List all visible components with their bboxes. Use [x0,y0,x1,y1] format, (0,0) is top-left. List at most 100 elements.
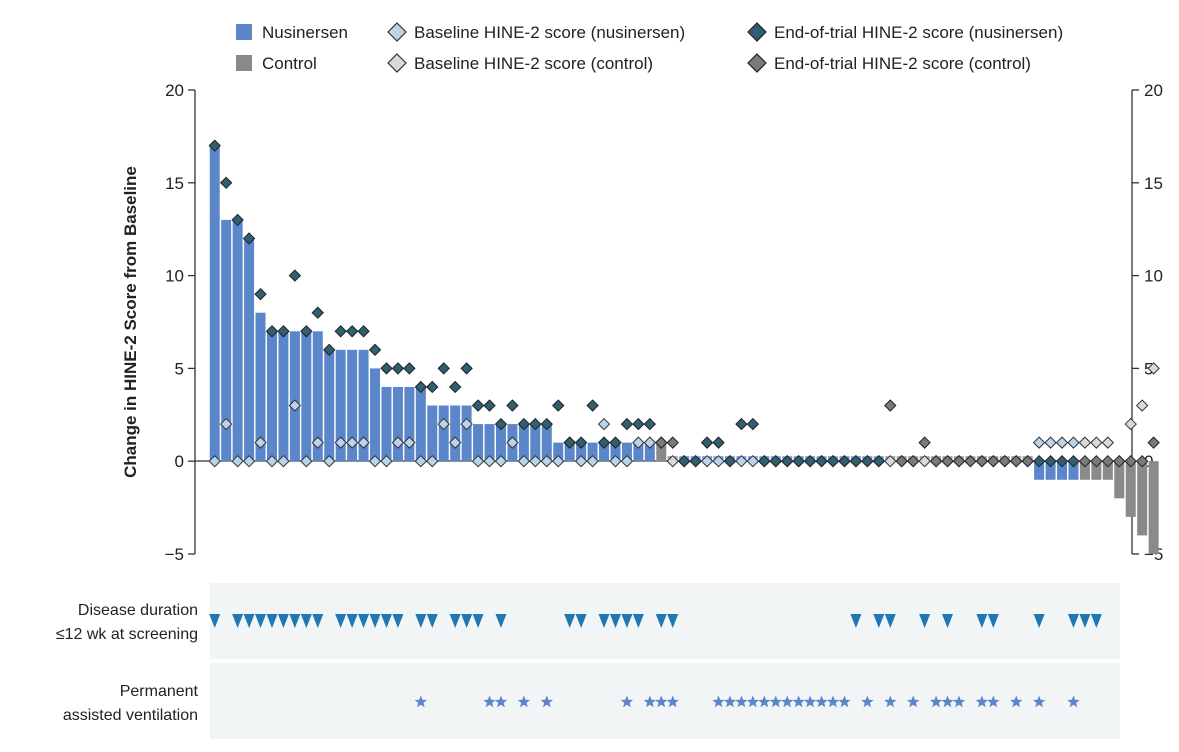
end-of-trial-score-marker [1135,454,1149,468]
ventilation-label-line2: assisted ventilation [63,707,198,724]
end-of-trial-score-marker [242,232,256,245]
duration-triangle-marker [919,614,931,628]
duration-label-line2: ≤12 wk at screening [56,626,198,643]
ventilation-star-marker [884,695,897,708]
bar [415,386,426,462]
end-of-trial-score-marker [288,269,302,282]
baseline-score-marker [265,454,279,468]
end-of-trial-score-marker [781,454,794,468]
end-of-trial-score-marker [311,306,324,319]
end-of-trial-score-marker [941,454,954,468]
duration-triangle-marker [873,614,885,628]
duration-triangle-marker [243,614,255,628]
baseline-score-marker [540,454,553,468]
end-of-trial-score-marker [964,454,977,468]
end-of-trial-score-marker [952,454,966,468]
baseline-score-marker [254,436,267,449]
baseline-score-marker [219,417,233,431]
score-markers-layer [208,139,1160,468]
end-of-trial-score-marker [1055,454,1069,468]
end-of-trial-score-marker [265,325,279,338]
end-of-trial-score-marker [803,454,817,468]
ventilation-star-marker [746,695,760,708]
y-tick-label-right: 15 [1144,174,1163,193]
duration-triangle-marker [392,614,404,628]
end-of-trial-score-marker [552,399,565,412]
duration-triangle-marker [209,614,221,628]
end-of-trial-score-marker [689,454,702,468]
baseline-score-marker [1044,436,1057,449]
duration-triangle-marker [380,614,392,628]
baseline-score-marker [391,436,405,449]
bar [278,331,289,462]
bar [1045,461,1056,480]
end-of-trial-score-marker [758,454,771,468]
bar [1125,461,1136,517]
end-of-trial-score-marker [357,325,370,338]
bar [1091,461,1102,480]
baseline-score-marker [231,454,244,468]
y-tick-label-left: −5 [165,545,184,564]
duration-triangle-marker [564,614,576,628]
bar [427,405,438,462]
baseline-score-marker [437,417,450,431]
duration-triangle-marker [426,614,438,628]
end-of-trial-score-marker [998,454,1011,468]
bar [266,331,277,462]
end-of-trial-score-marker [1124,454,1137,468]
bar [1079,461,1090,480]
ventilation-star-marker [666,695,679,708]
ventilation-star-marker [975,695,989,708]
duration-triangle-marker [346,614,358,628]
end-of-trial-score-marker [414,380,428,394]
duration-triangle-marker [667,614,679,628]
baseline-score-marker [494,454,508,468]
baseline-score-marker [448,436,462,449]
ventilation-star-marker [1010,695,1023,708]
end-of-trial-score-marker [735,417,748,431]
duration-triangle-marker [415,614,427,628]
bar [301,331,312,462]
end-of-trial-score-marker [643,417,657,431]
end-of-trial-score-marker [506,399,519,412]
baseline-score-marker [300,454,313,468]
bar [553,442,564,462]
ventilation-star-marker [861,695,874,708]
ventilation-star-marker [987,695,1000,708]
baseline-score-marker [471,454,485,468]
end-of-trial-score-marker [574,436,588,449]
baseline-score-marker [277,454,290,468]
end-of-trial-score-marker [380,362,393,375]
ventilation-star-marker [735,695,748,708]
bar [370,368,381,462]
legend-diamond-baseline-control [387,53,407,73]
baseline-score-marker [506,436,519,449]
legend: Nusinersen Control Baseline HINE-2 score… [236,22,1063,73]
end-of-trial-score-marker [849,454,863,468]
ventilation-label-line1: Permanent [120,683,199,700]
baseline-score-marker [311,436,324,449]
baseline-score-marker [242,454,256,468]
duration-triangle-marker [1079,614,1091,628]
ventilation-star-marker [781,695,794,708]
bar [324,349,335,462]
legend-label-baseline-nusinersen: Baseline HINE-2 score (nusinersen) [414,23,685,42]
end-of-trial-score-marker [826,454,840,468]
baseline-score-marker [1124,417,1137,431]
baseline-score-marker [1090,436,1103,449]
bar [473,424,484,462]
ventilation-star-marker [792,695,805,708]
bar [1068,461,1079,480]
baseline-score-marker [620,454,634,468]
end-of-trial-score-marker [906,454,920,468]
baseline-score-marker [632,436,645,449]
legend-diamond-end-control [747,53,767,73]
duration-triangle-marker [621,614,633,628]
baseline-score-marker [666,454,679,468]
baseline-score-marker [700,454,714,468]
baseline-score-marker [357,436,370,449]
end-of-trial-score-marker [884,399,897,412]
baseline-score-marker [884,454,897,468]
baseline-score-marker [552,454,565,468]
